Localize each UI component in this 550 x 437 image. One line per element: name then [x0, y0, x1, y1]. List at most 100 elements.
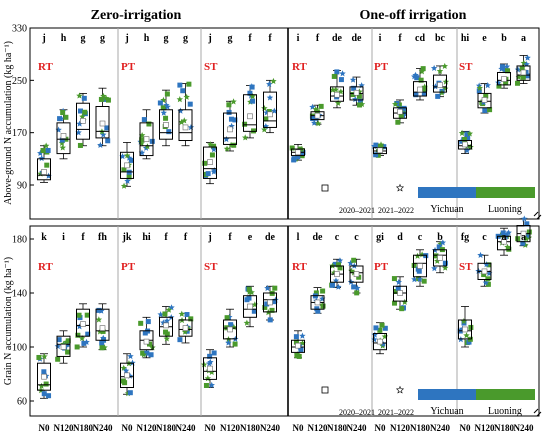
- data-point-square: [520, 240, 526, 246]
- mean-marker: [481, 97, 488, 103]
- data-point-star: [181, 328, 189, 335]
- mean-marker: [207, 159, 213, 165]
- legend-year1-icon: [321, 386, 329, 394]
- tillage-label: PT: [374, 61, 389, 73]
- x-tick-label: N0: [122, 423, 133, 433]
- box: [37, 158, 51, 181]
- header-one-off-irrigation: One-off irrigation: [360, 8, 467, 23]
- data-point-star: [76, 120, 83, 127]
- data-point-square: [466, 339, 472, 345]
- data-point-square: [468, 324, 474, 330]
- y-tick-label: 60: [17, 397, 27, 408]
- data-point-square: [351, 284, 357, 290]
- data-point-square: [226, 102, 232, 108]
- data-point-square: [139, 137, 145, 143]
- data-point-square: [98, 96, 104, 102]
- significance-letter: de: [332, 33, 343, 44]
- data-point-star: [310, 119, 318, 126]
- box: [458, 140, 472, 150]
- data-point-star: [178, 118, 185, 125]
- x-tick-label: N180: [494, 423, 514, 433]
- significance-letter: f: [81, 232, 85, 243]
- data-point-star: [76, 323, 83, 330]
- x-tick-label: N180: [156, 423, 176, 433]
- box: [223, 112, 237, 145]
- significance-letter: c: [354, 232, 359, 243]
- significance-letter: i: [379, 33, 382, 44]
- data-point-square: [43, 381, 49, 387]
- legend-year1-label: 2020–2021: [339, 408, 375, 417]
- data-point-square: [141, 117, 147, 123]
- data-point-star: [225, 339, 232, 346]
- x-tick-label: N0: [205, 423, 216, 433]
- data-point-square: [293, 334, 299, 340]
- mean-marker: [314, 112, 321, 119]
- data-point-star: [223, 145, 231, 152]
- data-point-star: [55, 126, 62, 133]
- data-point-star: [76, 92, 83, 99]
- data-point-square: [228, 116, 234, 122]
- data-point-star: [266, 80, 273, 88]
- data-point-square: [354, 290, 360, 296]
- tillage-label: RT: [292, 261, 308, 273]
- significance-letter: f: [248, 33, 252, 44]
- data-point-square: [96, 307, 102, 313]
- mean-marker: [314, 299, 321, 306]
- mean-marker: [397, 290, 403, 296]
- data-point-square: [401, 105, 407, 111]
- mean-marker: [124, 372, 130, 379]
- data-point-star: [483, 261, 490, 268]
- data-point-star: [102, 94, 110, 101]
- data-point-star: [163, 335, 171, 342]
- x-tick-label: N120: [220, 423, 240, 433]
- x-tick-label: N180: [240, 423, 260, 433]
- data-point-square: [149, 138, 155, 144]
- x-tick-label: N240: [260, 423, 280, 433]
- data-point-square: [315, 308, 321, 314]
- data-point-square: [524, 221, 530, 227]
- data-point-square: [205, 171, 211, 177]
- data-point-square: [188, 316, 194, 322]
- legend-year2-icon: [395, 183, 405, 192]
- data-point-square: [177, 82, 183, 88]
- data-point-star: [140, 351, 148, 358]
- box: [159, 109, 173, 140]
- data-point-square: [377, 144, 383, 150]
- data-point-star: [297, 346, 304, 353]
- data-point-star: [392, 100, 399, 108]
- data-point-star: [210, 146, 218, 153]
- box: [373, 333, 387, 351]
- data-point-square: [63, 114, 69, 120]
- data-point-star: [243, 319, 251, 326]
- data-point-star: [248, 83, 256, 90]
- box: [95, 308, 110, 341]
- data-point-square: [104, 125, 110, 131]
- data-point-square: [121, 167, 127, 173]
- data-point-star: [315, 120, 322, 127]
- data-point-square: [336, 262, 342, 268]
- tillage-label: RT: [38, 261, 54, 273]
- x-tick-label: N0: [39, 423, 50, 433]
- y-tick-label: 180: [12, 235, 27, 246]
- data-point-star: [177, 107, 184, 114]
- mean-marker: [334, 91, 340, 98]
- data-point-square: [351, 85, 357, 91]
- mean-marker: [163, 322, 169, 329]
- box: [477, 92, 492, 109]
- box: [291, 339, 305, 353]
- data-point-star: [261, 126, 268, 133]
- data-point-star: [207, 358, 214, 365]
- significance-letter: h: [61, 33, 67, 44]
- data-point-square: [267, 317, 273, 323]
- significance-letter: i: [297, 33, 300, 44]
- significance-letter: d: [397, 232, 403, 243]
- data-point-star: [335, 283, 342, 290]
- data-point-star: [58, 139, 66, 146]
- legend-year2-icon: [395, 385, 405, 394]
- data-point-square: [464, 131, 470, 137]
- data-point-square: [413, 92, 419, 98]
- box: [120, 362, 134, 389]
- data-point-square: [420, 66, 426, 72]
- data-point-square: [337, 265, 343, 271]
